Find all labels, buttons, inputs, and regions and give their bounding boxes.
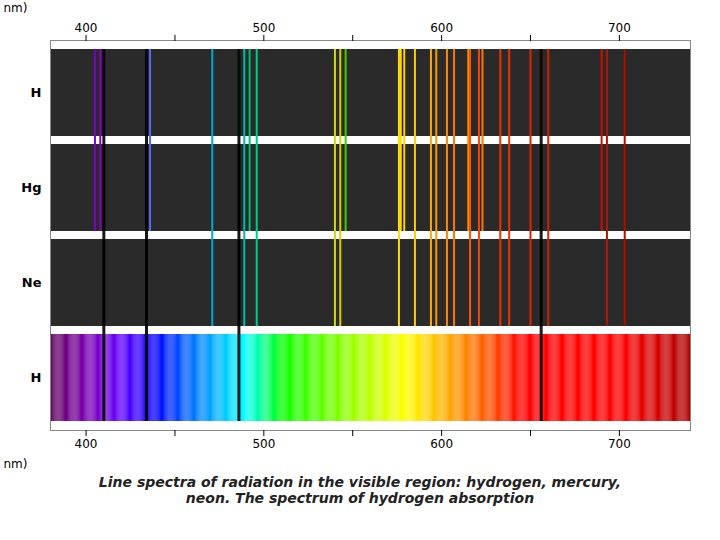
svg-text:Hg: Hg xyxy=(21,180,41,195)
html-text:Line spectra of radiation in t: Line spectra of radiation in the visible… xyxy=(98,474,622,506)
svg-text:400: 400 xyxy=(75,437,98,451)
svg-text:600: 600 xyxy=(430,437,453,451)
svg-text:Ne: Ne xyxy=(22,275,42,290)
svg-text:nm): nm) xyxy=(4,457,28,471)
svg-text:400: 400 xyxy=(75,21,98,35)
svg-text:700: 700 xyxy=(608,437,631,451)
svg-text:700: 700 xyxy=(608,21,631,35)
svg-text:500: 500 xyxy=(252,21,275,35)
svg-text:H: H xyxy=(31,85,42,100)
svg-text:nm): nm) xyxy=(4,1,28,15)
svg-text:500: 500 xyxy=(252,437,275,451)
svg-text:H: H xyxy=(31,370,42,385)
svg-text:600: 600 xyxy=(430,21,453,35)
